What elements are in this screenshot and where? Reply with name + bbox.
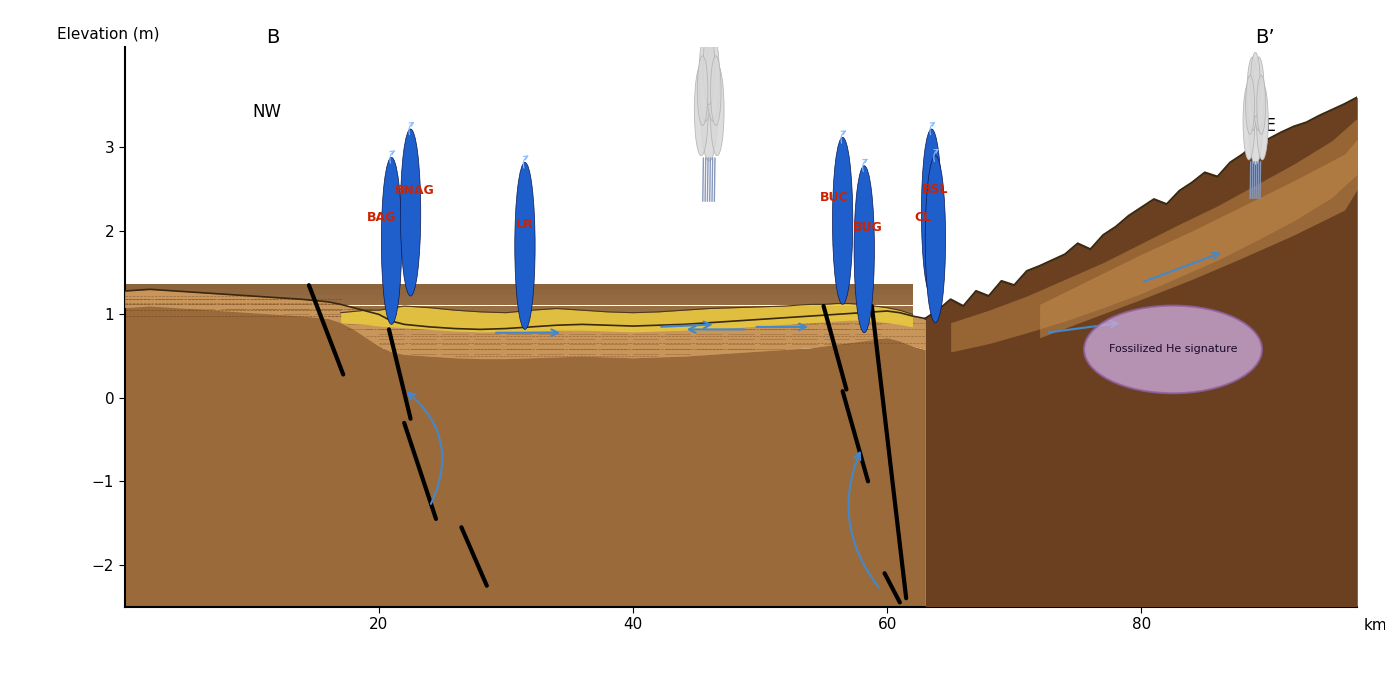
- Circle shape: [711, 56, 722, 125]
- Text: B’: B’: [1255, 28, 1274, 47]
- Ellipse shape: [921, 129, 942, 296]
- Text: Fossilized He signature: Fossilized He signature: [1109, 344, 1237, 355]
- Circle shape: [1244, 83, 1255, 160]
- Circle shape: [1248, 63, 1263, 164]
- Circle shape: [1253, 57, 1265, 131]
- Circle shape: [699, 34, 712, 121]
- Text: BAG: BAG: [367, 211, 396, 224]
- Circle shape: [1251, 53, 1260, 117]
- Circle shape: [1256, 83, 1269, 160]
- Circle shape: [697, 56, 708, 125]
- Ellipse shape: [1084, 305, 1262, 393]
- Text: km: km: [1363, 618, 1385, 633]
- Ellipse shape: [400, 129, 421, 296]
- Text: BUG: BUG: [853, 221, 882, 234]
- Circle shape: [694, 65, 708, 156]
- Circle shape: [694, 65, 708, 156]
- Text: BSL: BSL: [922, 183, 949, 196]
- Text: CL: CL: [914, 211, 931, 224]
- Circle shape: [711, 65, 724, 156]
- Circle shape: [1244, 83, 1255, 160]
- Ellipse shape: [381, 158, 402, 324]
- Ellipse shape: [855, 166, 874, 333]
- Circle shape: [711, 56, 722, 125]
- Circle shape: [1246, 57, 1258, 131]
- Text: B: B: [266, 28, 280, 47]
- Circle shape: [1256, 83, 1269, 160]
- Text: BUC: BUC: [820, 191, 848, 204]
- Text: NE: NE: [1253, 117, 1277, 135]
- Circle shape: [701, 42, 719, 161]
- Circle shape: [706, 34, 719, 121]
- Circle shape: [704, 29, 715, 104]
- Circle shape: [697, 56, 708, 125]
- Circle shape: [1248, 63, 1263, 164]
- Circle shape: [706, 34, 719, 121]
- Circle shape: [701, 42, 719, 161]
- Circle shape: [1245, 75, 1255, 134]
- Circle shape: [1256, 75, 1266, 134]
- Circle shape: [1256, 75, 1266, 134]
- Circle shape: [704, 29, 715, 104]
- Circle shape: [699, 34, 712, 121]
- Text: NW: NW: [252, 103, 281, 121]
- Text: Elevation (m): Elevation (m): [57, 26, 159, 42]
- Ellipse shape: [515, 162, 535, 330]
- Circle shape: [1246, 57, 1258, 131]
- Ellipse shape: [832, 137, 853, 305]
- Ellipse shape: [925, 156, 946, 323]
- Circle shape: [1251, 53, 1260, 117]
- Text: LR: LR: [517, 218, 533, 231]
- Text: BNAG: BNAG: [395, 185, 435, 197]
- Circle shape: [711, 65, 724, 156]
- Circle shape: [1245, 75, 1255, 134]
- Circle shape: [1253, 57, 1265, 131]
